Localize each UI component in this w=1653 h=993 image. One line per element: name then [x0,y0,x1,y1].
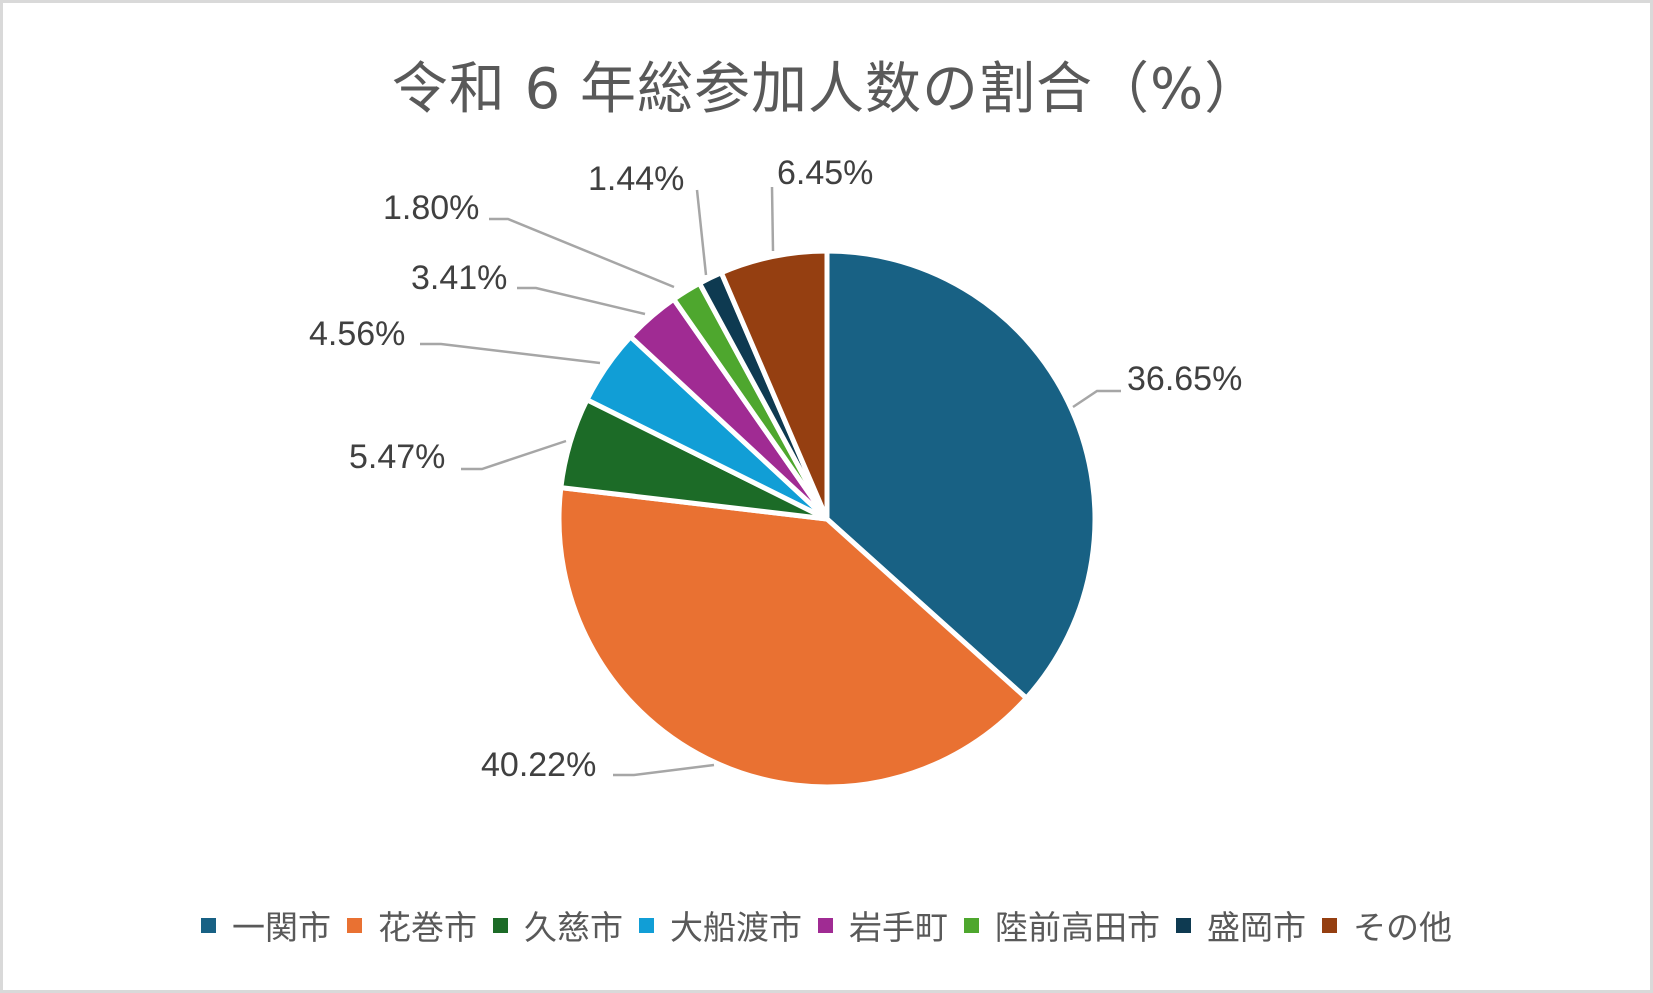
leader-line [461,439,567,471]
pie-slices [556,248,1098,790]
data-label: 1.44% [588,160,684,198]
legend-label: 久慈市 [524,908,623,947]
legend-label: 盛岡市 [1207,908,1306,947]
pie-slice-7[interactable] [718,248,830,522]
legend-label: その他 [1353,908,1452,947]
pie-slice-1[interactable] [556,485,1029,790]
legend-item-rikuzentakata[interactable]: 陸前高田市 [964,901,1160,949]
legend-label: 花巻市 [378,908,477,947]
legend-item-iwate[interactable]: 岩手町 [818,901,948,949]
chart-title: 令和 6 年総参加人数の割合（%） [391,57,1262,122]
data-label: 40.22% [481,746,596,784]
legend-swatch-icon [639,917,654,933]
legend-swatch-icon [964,917,979,933]
legend-label: 大船渡市 [670,908,802,947]
leader-line [613,763,715,777]
leader-lines [420,186,1121,777]
legend-swatch-icon [1322,917,1337,933]
leader-line [1072,389,1121,409]
legend-label: 岩手町 [849,908,948,947]
leader-line [489,217,675,289]
pie-slice-0[interactable] [824,248,1098,701]
legend-swatch-icon [818,917,833,933]
legend-item-other[interactable]: その他 [1322,901,1452,949]
legend-label: 一関市 [232,908,331,947]
data-label: 6.45% [777,154,873,192]
leader-line [695,189,708,276]
legend-swatch-icon [1176,917,1191,933]
legend-item-ofunato[interactable]: 大船渡市 [639,901,802,949]
data-label: 5.47% [349,438,445,476]
data-label: 4.56% [309,315,405,353]
data-label: 1.80% [383,189,479,227]
leader-line [770,186,775,252]
leader-line [517,286,646,316]
legend-swatch-icon [347,917,362,933]
legend-item-hanamaki[interactable]: 花巻市 [347,901,477,949]
legend-label: 陸前高田市 [995,908,1160,947]
data-labels: 36.65% 40.22% 5.47% 4.56%3.41% 1.80% 1.44% 6.4… [309,154,1242,784]
legend-item-morioka[interactable]: 盛岡市 [1176,901,1306,949]
legend-swatch-icon [493,917,508,933]
leader-line [420,342,601,365]
legend: 一関市 花巻市 久慈市 大船渡市 岩手町 陸前高田市 盛岡市 その他 [0,900,1653,950]
legend-item-ichinoseki[interactable]: 一関市 [201,901,331,949]
legend-item-kuji[interactable]: 久慈市 [493,901,623,949]
legend-swatch-icon [201,917,216,933]
data-label: 3.41% [411,259,507,297]
data-label: 36.65% [1127,360,1242,398]
